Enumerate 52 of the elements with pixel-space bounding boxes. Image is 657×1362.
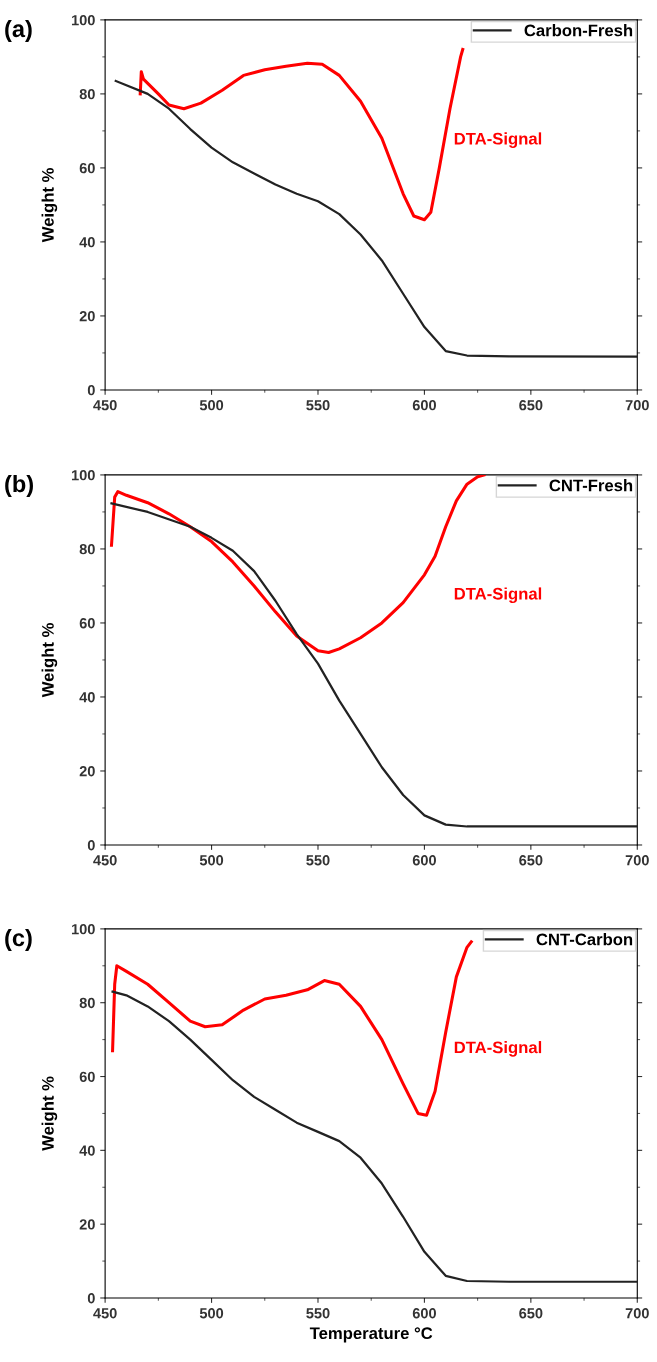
x-tick-label: 500	[199, 855, 224, 866]
y-tick-label: 100	[71, 923, 95, 935]
x-tick-label: 600	[412, 400, 436, 411]
x-tick-label: 600	[412, 1308, 436, 1319]
y-tick-label: 20	[79, 311, 95, 322]
legend-label: CNT-Fresh	[549, 479, 633, 492]
y-axis-title: Weight %	[41, 168, 58, 243]
y-tick-label: 100	[71, 14, 95, 26]
y-tick-label: 0	[87, 385, 95, 396]
y-tick-label: 80	[79, 89, 95, 100]
x-tick-label: 650	[519, 1308, 543, 1319]
y-tick-label: 0	[87, 840, 95, 851]
x-tick-label: 450	[93, 855, 117, 866]
y-axis-title: Weight %	[41, 1076, 58, 1151]
x-tick-label: 650	[519, 400, 543, 411]
y-axis-title: Weight %	[41, 623, 58, 698]
line-series	[114, 79, 638, 358]
y-tick-label: 60	[79, 163, 95, 174]
line-series	[110, 502, 638, 828]
legend-label: CNT-Carbon	[536, 933, 633, 946]
y-tick-label: 40	[79, 237, 95, 248]
x-tick-label: 700	[625, 1308, 649, 1319]
y-tick-label: 60	[79, 618, 95, 629]
y-tick-label: 40	[79, 692, 95, 703]
x-tick-label: 700	[625, 855, 649, 866]
chart-title: (b)	[5, 474, 33, 497]
x-tick-label: 450	[93, 1308, 117, 1319]
y-tick-label: 80	[79, 997, 95, 1009]
x-tick-label: 600	[412, 855, 436, 866]
y-tick-label: 60	[79, 1071, 95, 1082]
x-tick-label: 450	[93, 400, 117, 411]
y-tick-label: 80	[79, 544, 95, 555]
x-tick-label: 500	[199, 400, 224, 411]
x-tick-label: 500	[199, 1308, 224, 1319]
chart-title: (a)	[5, 19, 32, 42]
series-label: DTA-Signal	[454, 132, 542, 148]
x-tick-label: 550	[306, 400, 330, 411]
legend-label: Carbon-Fresh	[524, 24, 633, 37]
y-tick-label: 20	[79, 1219, 95, 1230]
x-tick-label: 550	[306, 855, 330, 866]
x-axis-title: Temperature °C	[309, 1327, 433, 1343]
line-series	[111, 990, 638, 1283]
series-label: DTA-Signal	[454, 1041, 542, 1057]
x-tick-label: 550	[306, 1308, 330, 1319]
chart-title: (c)	[5, 928, 32, 951]
x-tick-label: 700	[625, 400, 649, 411]
y-tick-label: 100	[71, 470, 95, 481]
y-tick-label: 20	[79, 766, 95, 777]
x-tick-label: 650	[519, 855, 543, 866]
series-label: DTA-Signal	[454, 587, 542, 603]
y-tick-label: 0	[87, 1293, 95, 1304]
y-tick-label: 40	[79, 1145, 95, 1156]
